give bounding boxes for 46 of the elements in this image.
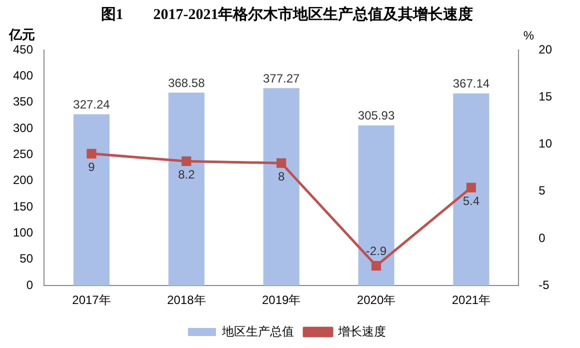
point <box>276 158 286 168</box>
y-axis-title: 亿元 <box>8 27 36 42</box>
bar <box>358 125 394 286</box>
data-label: 377.27 <box>262 71 300 86</box>
y2-tick-label: 5 <box>538 184 546 198</box>
data-label: 8 <box>278 169 285 184</box>
bar <box>263 88 300 286</box>
y-tick-label: 250 <box>12 147 34 162</box>
point <box>86 148 96 158</box>
legend-label: 增长速度 <box>337 324 386 338</box>
x-tick-label: 2021年 <box>452 293 491 308</box>
y2-tick-label: 15 <box>538 89 552 104</box>
y-tick-label: 300 <box>12 120 34 135</box>
y-tick-label: 0 <box>26 278 34 292</box>
point <box>466 182 476 192</box>
data-label: 368.58 <box>168 76 206 90</box>
y2-tick-label: 0 <box>538 230 546 245</box>
point <box>182 156 192 166</box>
x-tick-label: 2017年 <box>72 293 111 308</box>
y-tick-label: 200 <box>12 173 34 188</box>
data-label: 367.14 <box>452 76 490 91</box>
data-label: 327.24 <box>73 98 110 112</box>
y2-tick-label: 10 <box>538 136 552 151</box>
y-tick-label: 100 <box>12 226 34 240</box>
y2-axis-title: % <box>523 28 534 42</box>
data-label: 8.2 <box>178 168 196 182</box>
data-label: 9 <box>88 160 96 174</box>
bar <box>453 93 490 286</box>
bar <box>73 114 110 286</box>
point <box>371 261 382 271</box>
y-tick-label: 150 <box>12 199 34 214</box>
y-tick-label: 50 <box>20 252 34 266</box>
chart-title: 图1 2017-2021年格尔木市地区生产总值及其增长速度 <box>100 4 474 23</box>
x-tick-label: 2018年 <box>167 293 206 308</box>
y-tick-label: 400 <box>12 68 34 82</box>
y2-tick-label: 20 <box>538 42 552 56</box>
data-label: 305.93 <box>358 108 395 123</box>
bar <box>168 92 204 286</box>
y-tick-label: 450 <box>12 42 34 56</box>
data-label: 5.4 <box>462 194 480 208</box>
legend-label: 地区生产总值 <box>221 324 294 338</box>
y-tick-label: 350 <box>12 94 34 109</box>
data-label: -2.9 <box>366 244 387 258</box>
x-tick-label: 2020年 <box>356 293 396 308</box>
y2-tick-label: -5 <box>538 278 550 292</box>
x-tick-label: 2019年 <box>262 293 301 308</box>
